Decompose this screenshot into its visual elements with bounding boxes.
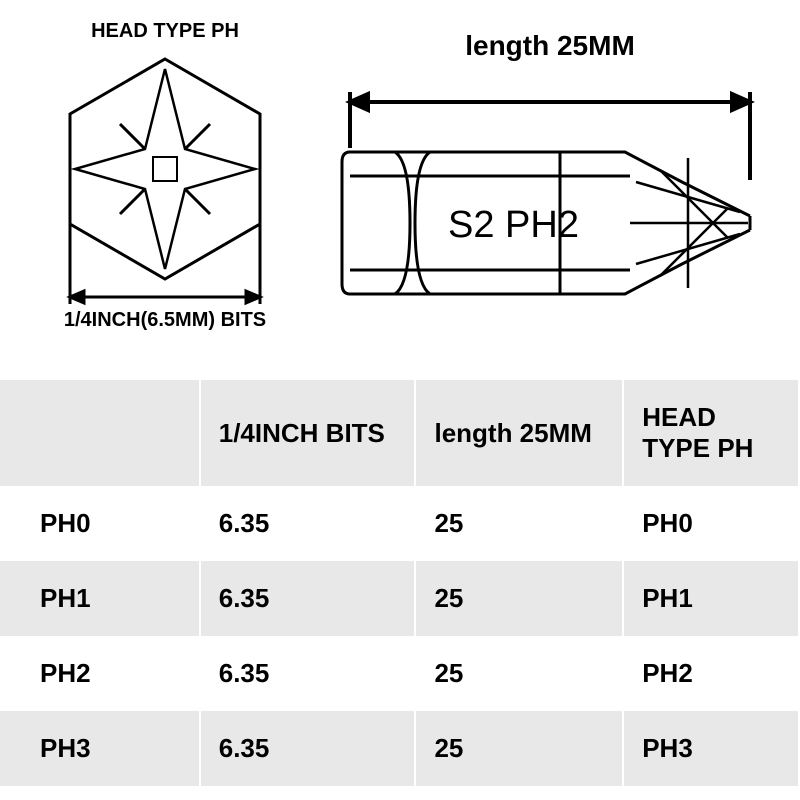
col-header-length: length 25MM <box>415 380 623 486</box>
row-label: PH2 <box>0 636 200 711</box>
bit-label-text: S2 PH2 <box>448 204 579 246</box>
table-row: PH2 6.35 25 PH2 <box>0 636 799 711</box>
hex-title: HEAD TYPE PH <box>91 20 239 43</box>
cell: 6.35 <box>200 486 416 561</box>
cell: 25 <box>415 561 623 636</box>
table-row: PH0 6.35 25 PH0 <box>0 486 799 561</box>
cell: 25 <box>415 636 623 711</box>
cell: 25 <box>415 486 623 561</box>
cell: PH3 <box>623 711 799 786</box>
cell: 6.35 <box>200 561 416 636</box>
cell: 6.35 <box>200 636 416 711</box>
row-label: PH1 <box>0 561 200 636</box>
hex-caption: 1/4INCH(6.5MM) BITS <box>64 309 266 332</box>
table-row: PH3 6.35 25 PH3 <box>0 711 799 786</box>
cell: 6.35 <box>200 711 416 786</box>
table-header-row: 1/4INCH BITS length 25MM HEAD TYPE PH <box>0 380 799 486</box>
col-header-headtype: HEAD TYPE PH <box>623 380 799 486</box>
spec-table: 1/4INCH BITS length 25MM HEAD TYPE PH PH… <box>0 380 800 786</box>
col-header-bits: 1/4INCH BITS <box>200 380 416 486</box>
hex-diagram <box>50 49 280 309</box>
col-header-blank <box>0 380 200 486</box>
row-label: PH3 <box>0 711 200 786</box>
bit-diagram: S2 PH2 <box>330 62 770 332</box>
table-body: PH0 6.35 25 PH0 PH1 6.35 25 PH1 PH2 6.35… <box>0 486 799 786</box>
cell: PH1 <box>623 561 799 636</box>
bit-diagram-panel: length 25MM <box>310 20 780 370</box>
cell: PH0 <box>623 486 799 561</box>
diagram-area: HEAD TYPE PH <box>0 0 800 380</box>
hex-diagram-panel: HEAD TYPE PH <box>20 20 310 370</box>
length-title: length 25MM <box>465 30 635 62</box>
cell: PH2 <box>623 636 799 711</box>
table-row: PH1 6.35 25 PH1 <box>0 561 799 636</box>
cell: 25 <box>415 711 623 786</box>
row-label: PH0 <box>0 486 200 561</box>
